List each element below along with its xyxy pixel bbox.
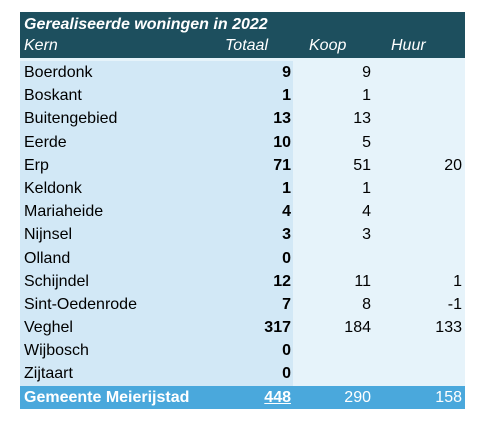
table-row: Wijbosch 0	[20, 339, 465, 363]
table-row: Olland 0	[20, 246, 465, 270]
table-total-row: Gemeente Meierijstad 448 290 158	[20, 385, 465, 409]
cell-koop: 8	[293, 292, 373, 317]
cell-koop: 4	[293, 200, 373, 224]
cell-koop: 5	[293, 130, 373, 154]
cell-koop: 13	[293, 107, 373, 131]
cell-koop: 9	[293, 61, 373, 85]
cell-totaal: 7	[213, 292, 293, 317]
total-kern: Gemeente Meierijstad	[24, 388, 190, 406]
cell-koop: 11	[293, 269, 373, 293]
cell-huur	[373, 176, 465, 201]
table-body: Boerdonk 9 9 Boskant 1 1 Buitengebied 13 13 Eerde…	[20, 58, 465, 386]
header-totaal: Totaal	[225, 37, 268, 54]
cell-kern: Boerdonk	[20, 61, 213, 85]
cell-totaal: 4	[213, 200, 293, 224]
header-kern: Kern	[24, 37, 58, 54]
cell-huur: 20	[373, 153, 465, 177]
cell-kern: Boskant	[20, 84, 213, 108]
table-row: Nijnsel 3 3	[20, 223, 465, 247]
cell-huur	[373, 107, 465, 131]
cell-koop	[293, 246, 373, 270]
cell-totaal: 3	[213, 223, 293, 247]
cell-koop: 184	[293, 316, 373, 340]
table-row: Erp 71 51 20	[20, 153, 465, 177]
cell-huur	[373, 84, 465, 108]
table-row: Veghel 317 184 133	[20, 316, 465, 340]
cell-kern: Veghel	[20, 316, 213, 340]
cell-huur	[373, 339, 465, 363]
cell-totaal: 12	[213, 269, 293, 293]
cell-totaal: 71	[213, 153, 293, 177]
table-row: Buitengebied 13 13	[20, 107, 465, 131]
table-row: Zijtaart 0	[20, 362, 465, 386]
cell-huur	[373, 130, 465, 154]
cell-koop	[293, 339, 373, 363]
cell-totaal: 10	[213, 130, 293, 154]
cell-kern: Olland	[20, 246, 213, 270]
table-row: Boerdonk 9 9	[20, 61, 465, 85]
table-row: Sint-Oedenrode 7 8 -1	[20, 292, 465, 317]
cell-kern: Sint-Oedenrode	[20, 292, 213, 317]
header-huur: Huur	[391, 37, 426, 54]
table-title: Gerealiseerde woningen in 2022	[20, 12, 465, 36]
table-row: Mariaheide 4 4	[20, 200, 465, 224]
cell-kern: Erp	[20, 153, 213, 177]
cell-huur: -1	[373, 292, 465, 317]
cell-kern: Nijnsel	[20, 223, 213, 247]
cell-huur	[373, 223, 465, 247]
housing-table: Gerealiseerde woningen in 2022 Kern Tota…	[20, 12, 465, 409]
cell-totaal: 0	[213, 339, 293, 363]
cell-kern: Keldonk	[20, 176, 213, 201]
total-huur: 158	[435, 388, 462, 406]
cell-kern: Wijbosch	[20, 339, 213, 363]
cell-kern: Schijndel	[20, 269, 213, 293]
table-row: Schijndel 12 11 1	[20, 269, 465, 293]
cell-kern: Zijtaart	[20, 362, 213, 386]
cell-kern: Buitengebied	[20, 107, 213, 131]
cell-koop: 1	[293, 176, 373, 201]
cell-kern: Eerde	[20, 130, 213, 154]
cell-huur	[373, 200, 465, 224]
cell-koop	[293, 362, 373, 386]
cell-totaal: 1	[213, 84, 293, 108]
cell-koop: 3	[293, 223, 373, 247]
cell-totaal: 0	[213, 246, 293, 270]
cell-huur: 1	[373, 269, 465, 293]
total-koop: 290	[344, 388, 371, 406]
cell-kern: Mariaheide	[20, 200, 213, 224]
total-totaal: 448	[264, 388, 291, 406]
cell-koop: 1	[293, 84, 373, 108]
cell-totaal: 13	[213, 107, 293, 131]
cell-huur	[373, 246, 465, 270]
cell-huur: 133	[373, 316, 465, 340]
cell-huur	[373, 61, 465, 85]
cell-totaal: 317	[213, 316, 293, 340]
table-row: Eerde 10 5	[20, 130, 465, 154]
table-row: Boskant 1 1	[20, 84, 465, 108]
table-row: Keldonk 1 1	[20, 176, 465, 201]
cell-totaal: 1	[213, 176, 293, 201]
cell-totaal: 9	[213, 61, 293, 85]
header-koop: Koop	[309, 37, 347, 54]
cell-koop: 51	[293, 153, 373, 177]
cell-totaal: 0	[213, 362, 293, 386]
cell-huur	[373, 362, 465, 386]
table-header-row: Kern Totaal Koop Huur	[20, 36, 465, 58]
